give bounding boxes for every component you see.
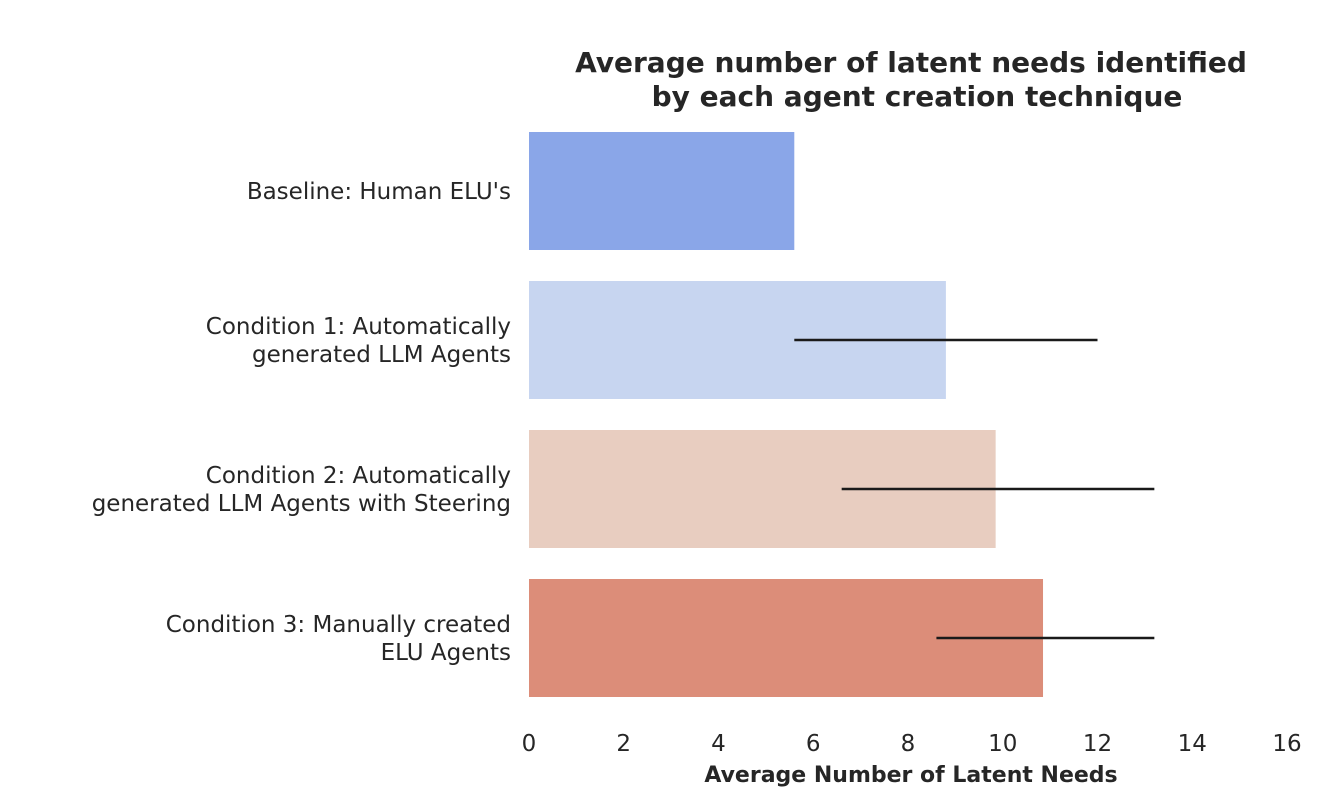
category-labels-group: Baseline: Human ELU's Condition 1: Automa… (92, 179, 511, 666)
category-label-3-line-2: ELU Agents (381, 640, 511, 666)
error-bars-group (794, 338, 1155, 640)
chart-title-line-1: Average number of latent needs identifie… (575, 46, 1247, 79)
chart-title-line-2: by each agent creation technique (652, 80, 1183, 113)
category-label-3-line-1: Condition 3: Manually created (166, 612, 511, 638)
category-label-2-line-1: Condition 2: Automatically (206, 463, 511, 489)
category-label-1-line-2: generated LLM Agents (252, 342, 511, 368)
x-tick-label-4: 4 (711, 731, 726, 757)
x-tick-label-0: 0 (522, 731, 537, 757)
bar-0 (529, 132, 795, 250)
x-tick-label-10: 10 (988, 731, 1017, 757)
category-label-0-line-1: Baseline: Human ELU's (247, 179, 511, 205)
bars-group (529, 132, 1044, 697)
x-axis-label: Average Number of Latent Needs (704, 763, 1117, 788)
x-tick-label-12: 12 (1083, 731, 1112, 757)
x-tick-labels-group: 0 2 4 6 8 10 12 14 16 (522, 731, 1302, 757)
x-tick-label-2: 2 (616, 731, 631, 757)
x-tick-label-8: 8 (901, 731, 916, 757)
category-label-2-line-2: generated LLM Agents with Steering (92, 491, 511, 517)
x-tick-label-16: 16 (1272, 731, 1301, 757)
x-tick-label-14: 14 (1178, 731, 1207, 757)
x-tick-label-6: 6 (806, 731, 821, 757)
category-label-1-line-1: Condition 1: Automatically (206, 314, 511, 340)
